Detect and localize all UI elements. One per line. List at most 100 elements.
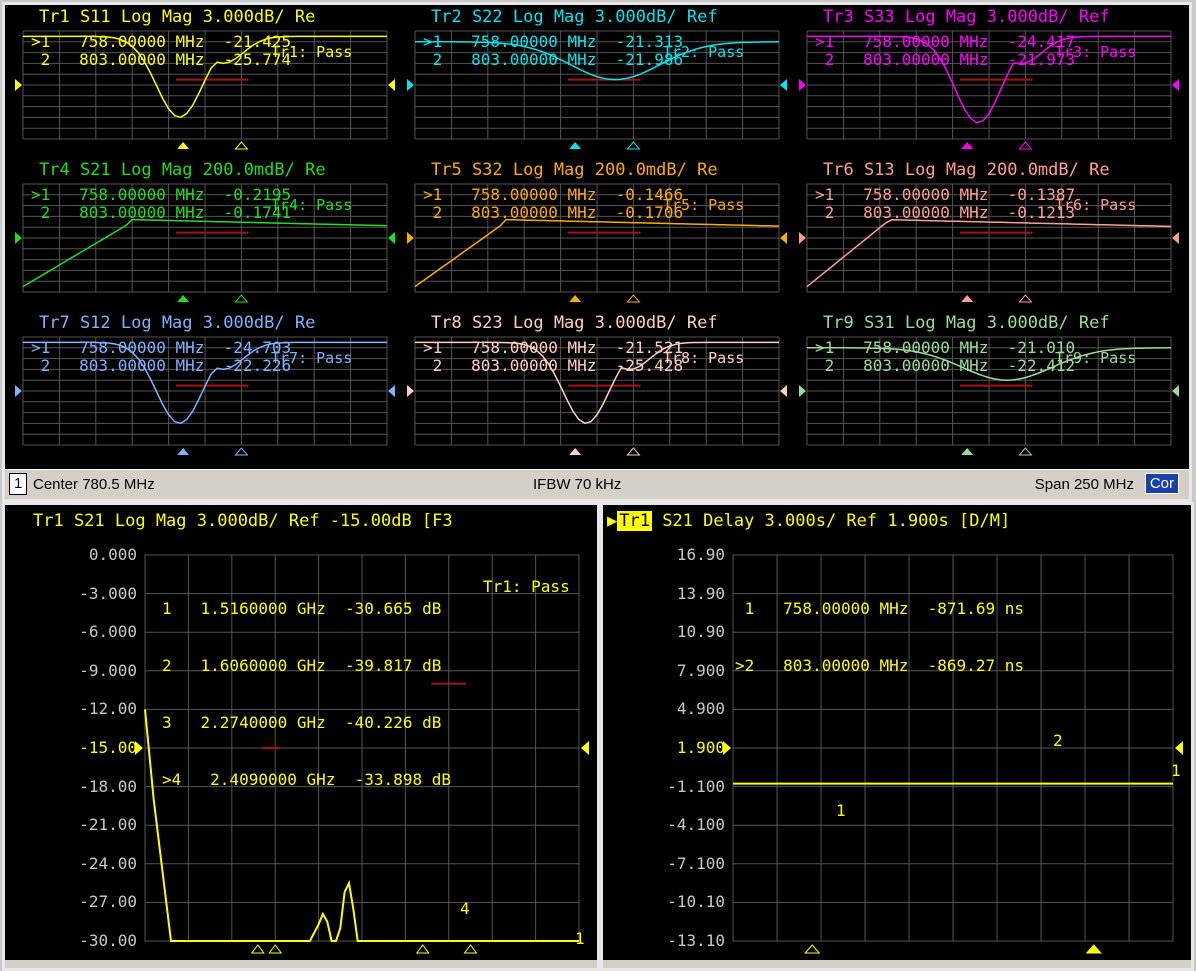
trace-panel-tr1[interactable]: Tr1 S11 Log Mag 3.000dB/ Re >1 758.00000 … — [9, 5, 397, 158]
y-tick-label: -27.00 — [79, 892, 137, 912]
trace-title: Tr9 S31 Log Mag 3.000dB/ Ref — [823, 313, 1110, 333]
marker-1-readout: >1 758.00000 MHz -21.425 — [31, 32, 292, 51]
ref-left-arrow — [723, 741, 731, 755]
right-marker-1: 1 758.00000 MHz -871.69 ns — [735, 599, 1024, 618]
trace-pass-overlay: Tr4: Pass — [271, 196, 353, 214]
ref-right-arrow — [581, 741, 589, 755]
trace-title: Tr1 S11 Log Mag 3.000dB/ Re — [39, 7, 316, 27]
marker-1-triangle — [569, 295, 582, 302]
trace-pass-overlay: Tr1: Pass — [271, 43, 353, 61]
ref-left-arrow — [407, 232, 414, 244]
multi-trace-window[interactable]: Tr1 S11 Log Mag 3.000dB/ Re >1 758.00000 … — [2, 2, 1192, 502]
trace-plot — [799, 183, 1179, 303]
trace-panel-tr6[interactable]: Tr6 S13 Log Mag 200.0mdB/ Re >1 758.00000… — [793, 158, 1181, 311]
y-tick-label: -18.00 — [79, 776, 137, 796]
channel-number[interactable]: 1 — [9, 473, 28, 495]
trace-plot — [407, 336, 787, 456]
center-frequency[interactable]: Center 780.5 MHz — [33, 476, 155, 493]
trace-panel-tr4[interactable]: Tr4 S21 Log Mag 200.0mdB/ Re >1 758.00000… — [9, 158, 397, 311]
y-tick-label: -6.000 — [79, 622, 137, 642]
y-tick-label: 13.90 — [676, 583, 725, 603]
marker-1-readout: >1 758.00000 MHz -21.521 — [423, 338, 684, 357]
ref-right-arrow — [1172, 232, 1179, 244]
ref-left-arrow — [799, 79, 806, 91]
trace-plot — [799, 336, 1179, 456]
marker-triangle — [1085, 944, 1102, 954]
y-tick-label: -7.100 — [667, 853, 725, 873]
ref-right-arrow — [388, 232, 395, 244]
trace-line — [23, 35, 387, 119]
marker-2-readout: 2 803.00000 MHz -21.973 — [815, 50, 1076, 69]
marker-1-triangle — [961, 448, 974, 455]
active-trace-arrow-icon: ▶ — [607, 511, 618, 531]
marker-triangle — [463, 944, 478, 954]
trace-title: Tr2 S22 Log Mag 3.000dB/ Ref — [431, 7, 718, 27]
ref-right-arrow — [1175, 741, 1183, 755]
trace-plot — [15, 30, 395, 150]
correction-badge[interactable]: Cor — [1144, 473, 1179, 494]
ref-right-arrow — [780, 232, 787, 244]
ref-right-arrow — [388, 385, 395, 397]
marker-1-triangle — [177, 295, 190, 302]
y-tick-label: -15.00 — [79, 738, 137, 757]
trace-title: Tr4 S21 Log Mag 200.0mdB/ Re — [39, 160, 326, 180]
trace-title: Tr5 S32 Log Mag 200.0mdB/ Re — [431, 160, 718, 180]
ifbw-value[interactable]: IFBW 70 kHz — [533, 476, 622, 493]
marker-2-readout: 2 803.00000 MHz -25.774 — [31, 50, 292, 69]
ref-left-arrow — [799, 232, 806, 244]
marker-2-triangle — [234, 141, 249, 150]
active-trace-badge[interactable]: Tr1 — [617, 511, 652, 531]
marker-1-triangle — [177, 142, 190, 149]
y-tick-label: -21.00 — [79, 815, 137, 835]
trace-title: Tr7 S12 Log Mag 3.000dB/ Re — [39, 313, 316, 333]
right-chart-title: S21 Delay 3.000s/ Ref 1.900s [D/M] — [651, 511, 1011, 531]
marker-1-triangle — [569, 448, 582, 455]
marker-1-readout: >1 758.00000 MHz -21.010 — [815, 338, 1076, 357]
marker-2-triangle — [234, 294, 249, 303]
marker-1-triangle — [961, 142, 974, 149]
marker-2-triangle — [626, 447, 641, 456]
trace-line — [415, 41, 780, 81]
ref-right-arrow — [780, 79, 787, 91]
marker-2-readout: 2 803.00000 MHz -22.226 — [31, 356, 292, 375]
y-tick-label: 7.900 — [676, 660, 725, 680]
ref-left-arrow — [407, 385, 414, 397]
left-marker-4: >4 2.4090000 GHz -33.898 dB — [162, 770, 451, 789]
trace-panel-tr8[interactable]: Tr8 S23 Log Mag 3.000dB/ Ref >1 758.00000… — [401, 311, 789, 464]
marker-2-readout: 2 803.00000 MHz -0.1213 — [815, 203, 1076, 222]
y-tick-label: 10.90 — [676, 622, 725, 642]
marker-1-triangle — [961, 295, 974, 302]
span-value[interactable]: Span 250 MHz — [1034, 476, 1134, 493]
right-marker1-label: 1 — [836, 801, 846, 820]
y-tick-label: -9.000 — [79, 660, 137, 680]
marker-triangle — [268, 944, 283, 954]
trace-panel-tr9[interactable]: Tr9 S31 Log Mag 3.000dB/ Ref >1 758.00000… — [793, 311, 1181, 464]
trace-panel-tr7[interactable]: Tr7 S12 Log Mag 3.000dB/ Re >1 758.00000 … — [9, 311, 397, 464]
right-marker-table: 1 758.00000 MHz -871.69 ns >2 803.00000 … — [735, 561, 1024, 713]
trace-panel-tr5[interactable]: Tr5 S32 Log Mag 200.0mdB/ Re >1 758.00000… — [401, 158, 789, 311]
right-chart-window[interactable]: ▶ Tr1 S21 Delay 3.000s/ Ref 1.900s [D/M] … — [600, 502, 1194, 971]
left-marker-2: 2 1.6060000 GHz -39.817 dB — [162, 656, 442, 675]
marker-2-triangle — [1018, 447, 1033, 456]
trace-panel-tr2[interactable]: Tr2 S22 Log Mag 3.000dB/ Ref >1 758.00000… — [401, 5, 789, 158]
right-scrollbar[interactable] — [603, 960, 1191, 968]
y-tick-label: -4.100 — [667, 815, 725, 835]
ref-left-arrow — [15, 79, 22, 91]
trace-pass-overlay: Tr8: Pass — [663, 349, 745, 367]
right-end-label: 1 — [1171, 761, 1181, 780]
y-tick-label: 0.000 — [88, 545, 137, 564]
trace-panel-tr3[interactable]: Tr3 S33 Log Mag 3.000dB/ Ref >1 758.00000… — [793, 5, 1181, 158]
y-tick-label: -24.00 — [79, 853, 137, 873]
marker-2-readout: 2 803.00000 MHz -21.986 — [423, 50, 684, 69]
left-chart-svg — [135, 554, 589, 954]
ref-right-arrow — [1172, 385, 1179, 397]
marker-2-triangle — [626, 141, 641, 150]
ref-right-arrow — [780, 385, 787, 397]
marker-1-readout: >1 758.00000 MHz -21.313 — [423, 32, 684, 51]
left-chart-window[interactable]: Tr1 S21 Log Mag 3.000dB/ Ref -15.00dB [F… — [2, 502, 600, 971]
left-scrollbar[interactable] — [5, 960, 597, 968]
ref-left-arrow — [15, 232, 22, 244]
trace-line — [807, 35, 1171, 124]
marker-1-triangle — [177, 448, 190, 455]
y-tick-label: -10.10 — [667, 892, 725, 912]
